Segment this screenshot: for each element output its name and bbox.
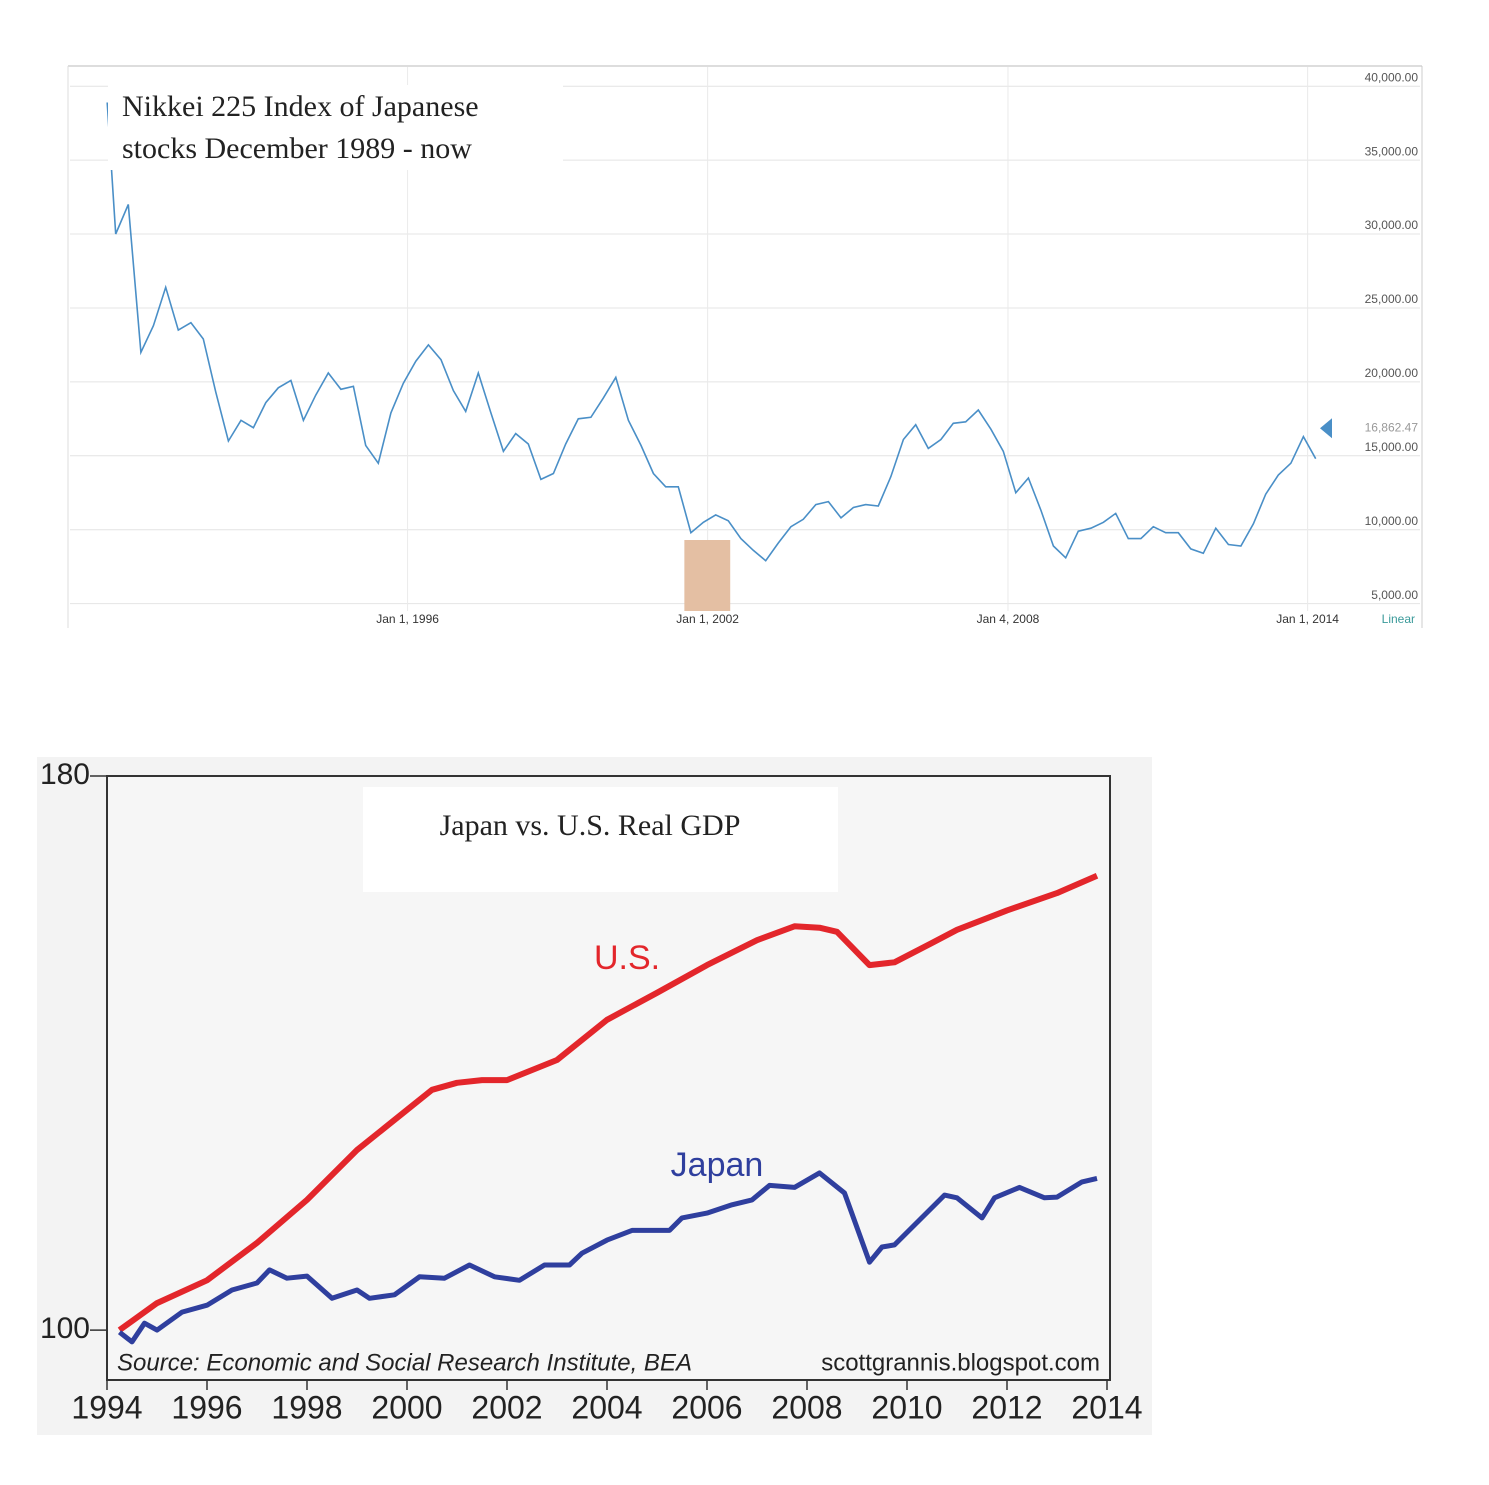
shaded-region (684, 540, 731, 611)
x-tick-label: 1998 (271, 1389, 342, 1425)
x-tick-label: 1994 (71, 1389, 142, 1425)
y-tick-label: 100 (40, 1312, 90, 1345)
last-value-marker (1320, 418, 1332, 439)
last-value-label: 16,862.47 (1365, 420, 1419, 434)
scale-label: Linear (1382, 612, 1415, 626)
x-tick-label: 2000 (371, 1389, 442, 1425)
y-tick-label: 35,000.00 (1365, 144, 1419, 158)
y-tick-label: 180 (40, 758, 90, 791)
y-tick-label: 10,000.00 (1365, 514, 1419, 528)
y-tick-label: 5,000.00 (1371, 588, 1418, 602)
x-tick-label: 2012 (971, 1389, 1042, 1425)
y-tick-label: 25,000.00 (1365, 292, 1419, 306)
x-tick-label: 2002 (471, 1389, 542, 1425)
series-line (117, 1170, 1098, 1345)
y-tick-label: 20,000.00 (1365, 366, 1419, 380)
x-tick-label: 2004 (571, 1389, 642, 1425)
nikkei-chart: 5,000.00 10,000.00 15,000.00 20,000.00 25,00… (67, 65, 1423, 628)
series-line (117, 872, 1099, 1333)
source-note: Source: Economic and Social Research Ins… (117, 1349, 692, 1376)
x-tick-label: Jan 1, 1996 (376, 612, 439, 626)
chart-title: stocks December 1989 - now (122, 132, 472, 165)
x-tick-label: 1996 (171, 1389, 242, 1425)
credit: scottgrannis.blogspot.com (821, 1349, 1100, 1376)
price-line (106, 102, 1317, 562)
title-box (108, 85, 563, 170)
x-tick-label: 2010 (871, 1389, 942, 1425)
x-tick-label: 2008 (771, 1389, 842, 1425)
chart-title: Japan vs. U.S. Real GDP (440, 809, 741, 842)
x-tick-label: Jan 1, 2002 (676, 612, 739, 626)
x-tick-label: 2014 (1071, 1389, 1142, 1425)
y-tick-label: 40,000.00 (1365, 70, 1419, 84)
x-tick-label: 2006 (671, 1389, 742, 1425)
series-label: U.S. (594, 939, 660, 977)
series-label: Japan (671, 1146, 764, 1184)
title-box (363, 787, 838, 892)
x-tick-label: Jan 1, 2014 (1276, 612, 1339, 626)
y-tick-label: 30,000.00 (1365, 218, 1419, 232)
y-tick-label: 15,000.00 (1365, 440, 1419, 454)
gdp-chart: Japan vs. U.S. Real GDP 100 180 1994 1996 199… (37, 757, 1152, 1435)
chart-title: Nikkei 225 Index of Japanese (122, 90, 479, 123)
x-tick-label: Jan 4, 2008 (977, 612, 1040, 626)
